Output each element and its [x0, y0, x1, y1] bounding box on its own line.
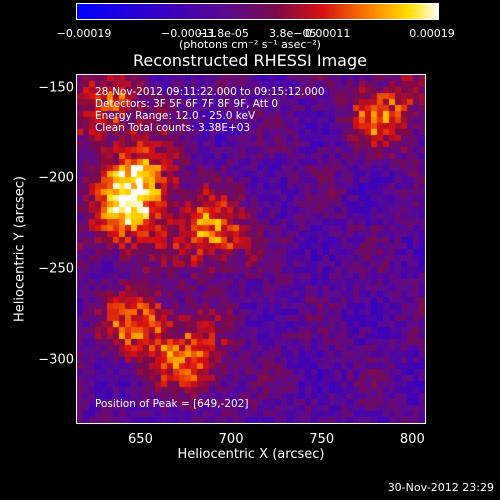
colorbar — [76, 3, 439, 20]
colorbar-units: (photons cm⁻² s⁻¹ asec⁻²) — [179, 38, 321, 51]
chart-title: Reconstructed RHESSI Image — [133, 51, 367, 70]
y-tick-label: −300 — [38, 352, 74, 368]
colorbar-tick-label: −3.8e-05 — [197, 27, 249, 40]
plot-area — [76, 74, 426, 424]
peak-position-label: Position of Peak = [649,-202] — [95, 398, 249, 410]
colorbar-tick-label: −0.00011 — [161, 27, 216, 40]
colorbar-tick-label: 3.8e−05 — [269, 27, 317, 40]
y-axis-label: Heliocentric Y (arcsec) — [12, 176, 28, 322]
x-tick-label: 750 — [309, 432, 335, 447]
colorbar-tick-label: 0.00019 — [409, 27, 455, 40]
x-tick-label: 800 — [399, 432, 425, 447]
colorbar-tick-label: −0.00019 — [56, 27, 112, 40]
info-line-detectors: Detectors: 3F 5F 6F 7F 8F 9F, Att 0 — [95, 98, 279, 110]
x-tick-label: 650 — [128, 432, 153, 447]
heatmap-image — [77, 75, 425, 423]
info-line-energy: Energy Range: 12.0 - 25.0 keV — [95, 110, 256, 122]
x-axis-label: Heliocentric X (arcsec) — [177, 447, 325, 462]
colorbar-tick-label: 0.00011 — [304, 27, 351, 40]
colorbar-tick-labels: −0.00019 −0.00011 −3.8e-05 3.8e−05 0.00011 0.… — [0, 27, 500, 41]
y-tick-label: −150 — [38, 80, 74, 96]
info-line-counts: Clean Total counts: 3.38E+03 — [95, 122, 251, 134]
info-line-time: 28-Nov-2012 09:11:22.000 to 09:15:12.000 — [95, 86, 325, 98]
footer-timestamp: 30-Nov-2012 23:29 — [387, 481, 494, 494]
y-tick-label: −200 — [38, 170, 74, 186]
y-tick-label: −250 — [38, 261, 74, 277]
x-tick-label: 700 — [218, 432, 244, 447]
